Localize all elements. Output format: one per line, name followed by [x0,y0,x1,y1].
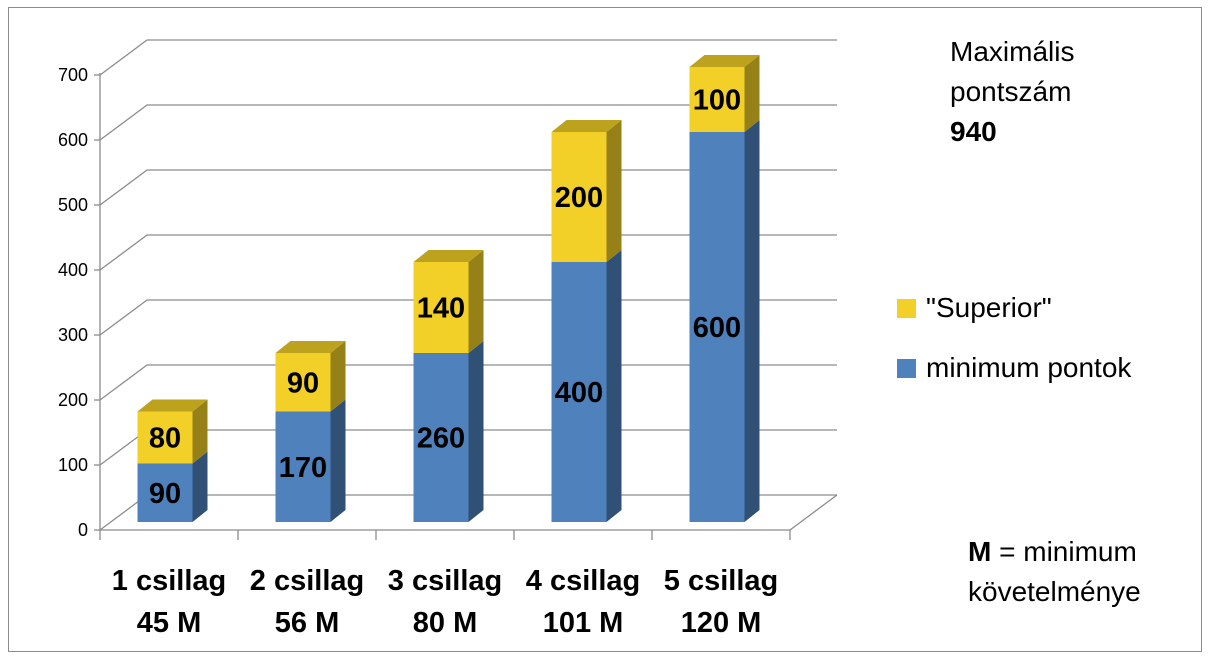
x-category-label: 2 csillag [250,565,364,597]
max-score-line1: Maximális [950,36,1075,67]
x-category-label: 4 csillag [526,565,640,597]
data-label: 90 [287,367,319,399]
bar-segment-superior: 90 [275,341,346,412]
bar-segment-superior: 80 [137,399,208,464]
y-tick-label: 400 [58,260,88,280]
max-score-note: Maximális pontszám 940 [950,32,1074,152]
legend-item-superior: "Superior" [897,292,1052,324]
data-label: 140 [417,293,465,325]
gridline [99,39,837,76]
gridline [99,104,837,141]
legend-label-superior: "Superior" [926,292,1052,323]
bar-segment-minimum: 90 [137,451,208,522]
m-footnote-text: = minimum [991,536,1137,567]
data-label: 80 [149,423,181,455]
max-score-line2: pontszám [950,76,1072,107]
x-category-label: 56 M [275,607,339,639]
y-tick-label: 700 [58,65,88,85]
x-category-label: 5 csillag [664,565,778,597]
y-tick-label: 0 [78,520,88,540]
legend-swatch-minimum [897,358,916,378]
legend-swatch-superior [897,298,916,318]
m-footnote-letter: M [968,536,992,567]
y-tick-labels: 0 100 200 300 400 500 600 700 [58,65,88,540]
bar-segment-minimum: 260 [413,341,484,522]
legend-item-minimum: minimum pontok [897,352,1131,384]
chart-frame [8,7,1202,652]
bar-segment-superior: 100 [689,55,760,132]
data-label: 200 [555,182,603,214]
m-footnote-line2: követelménye [968,576,1141,607]
x-category-label: 3 csillag [388,565,502,597]
x-category-label: 80 M [413,607,477,639]
y-tick-label: 200 [58,390,88,410]
bar-segment-minimum: 170 [275,399,346,522]
m-footnote: M = minimum követelménye [968,532,1141,612]
y-tick-label: 300 [58,325,88,345]
bar-segment-minimum: 600 [689,120,760,522]
max-score-value: 940 [950,116,997,147]
bar-segment-superior: 200 [551,120,622,262]
legend-label-minimum: minimum pontok [926,352,1132,383]
bar-segment-superior: 140 [413,250,484,353]
data-label: 90 [149,478,181,510]
y-tick-label: 500 [58,195,88,215]
x-category-label: 120 M [681,607,762,639]
data-label: 260 [417,423,465,455]
data-label: 100 [693,85,741,117]
bar-segment-minimum: 400 [551,250,622,522]
x-category-label: 101 M [543,607,624,639]
y-tick-label: 100 [58,455,88,475]
x-category-label: 1 csillag [112,565,226,597]
bars: 90 80 170 90 260 140 400 200 600 100 [137,55,760,522]
data-label: 600 [693,312,741,344]
axes [94,73,838,540]
y-tick-label: 600 [58,130,88,150]
data-label: 170 [279,452,327,484]
x-category-label: 45 M [137,607,201,639]
x-tick-labels: 1 csillag 45 M 2 csillag 56 M 3 csillag 80 M 4… [112,565,778,639]
data-label: 400 [555,377,603,409]
